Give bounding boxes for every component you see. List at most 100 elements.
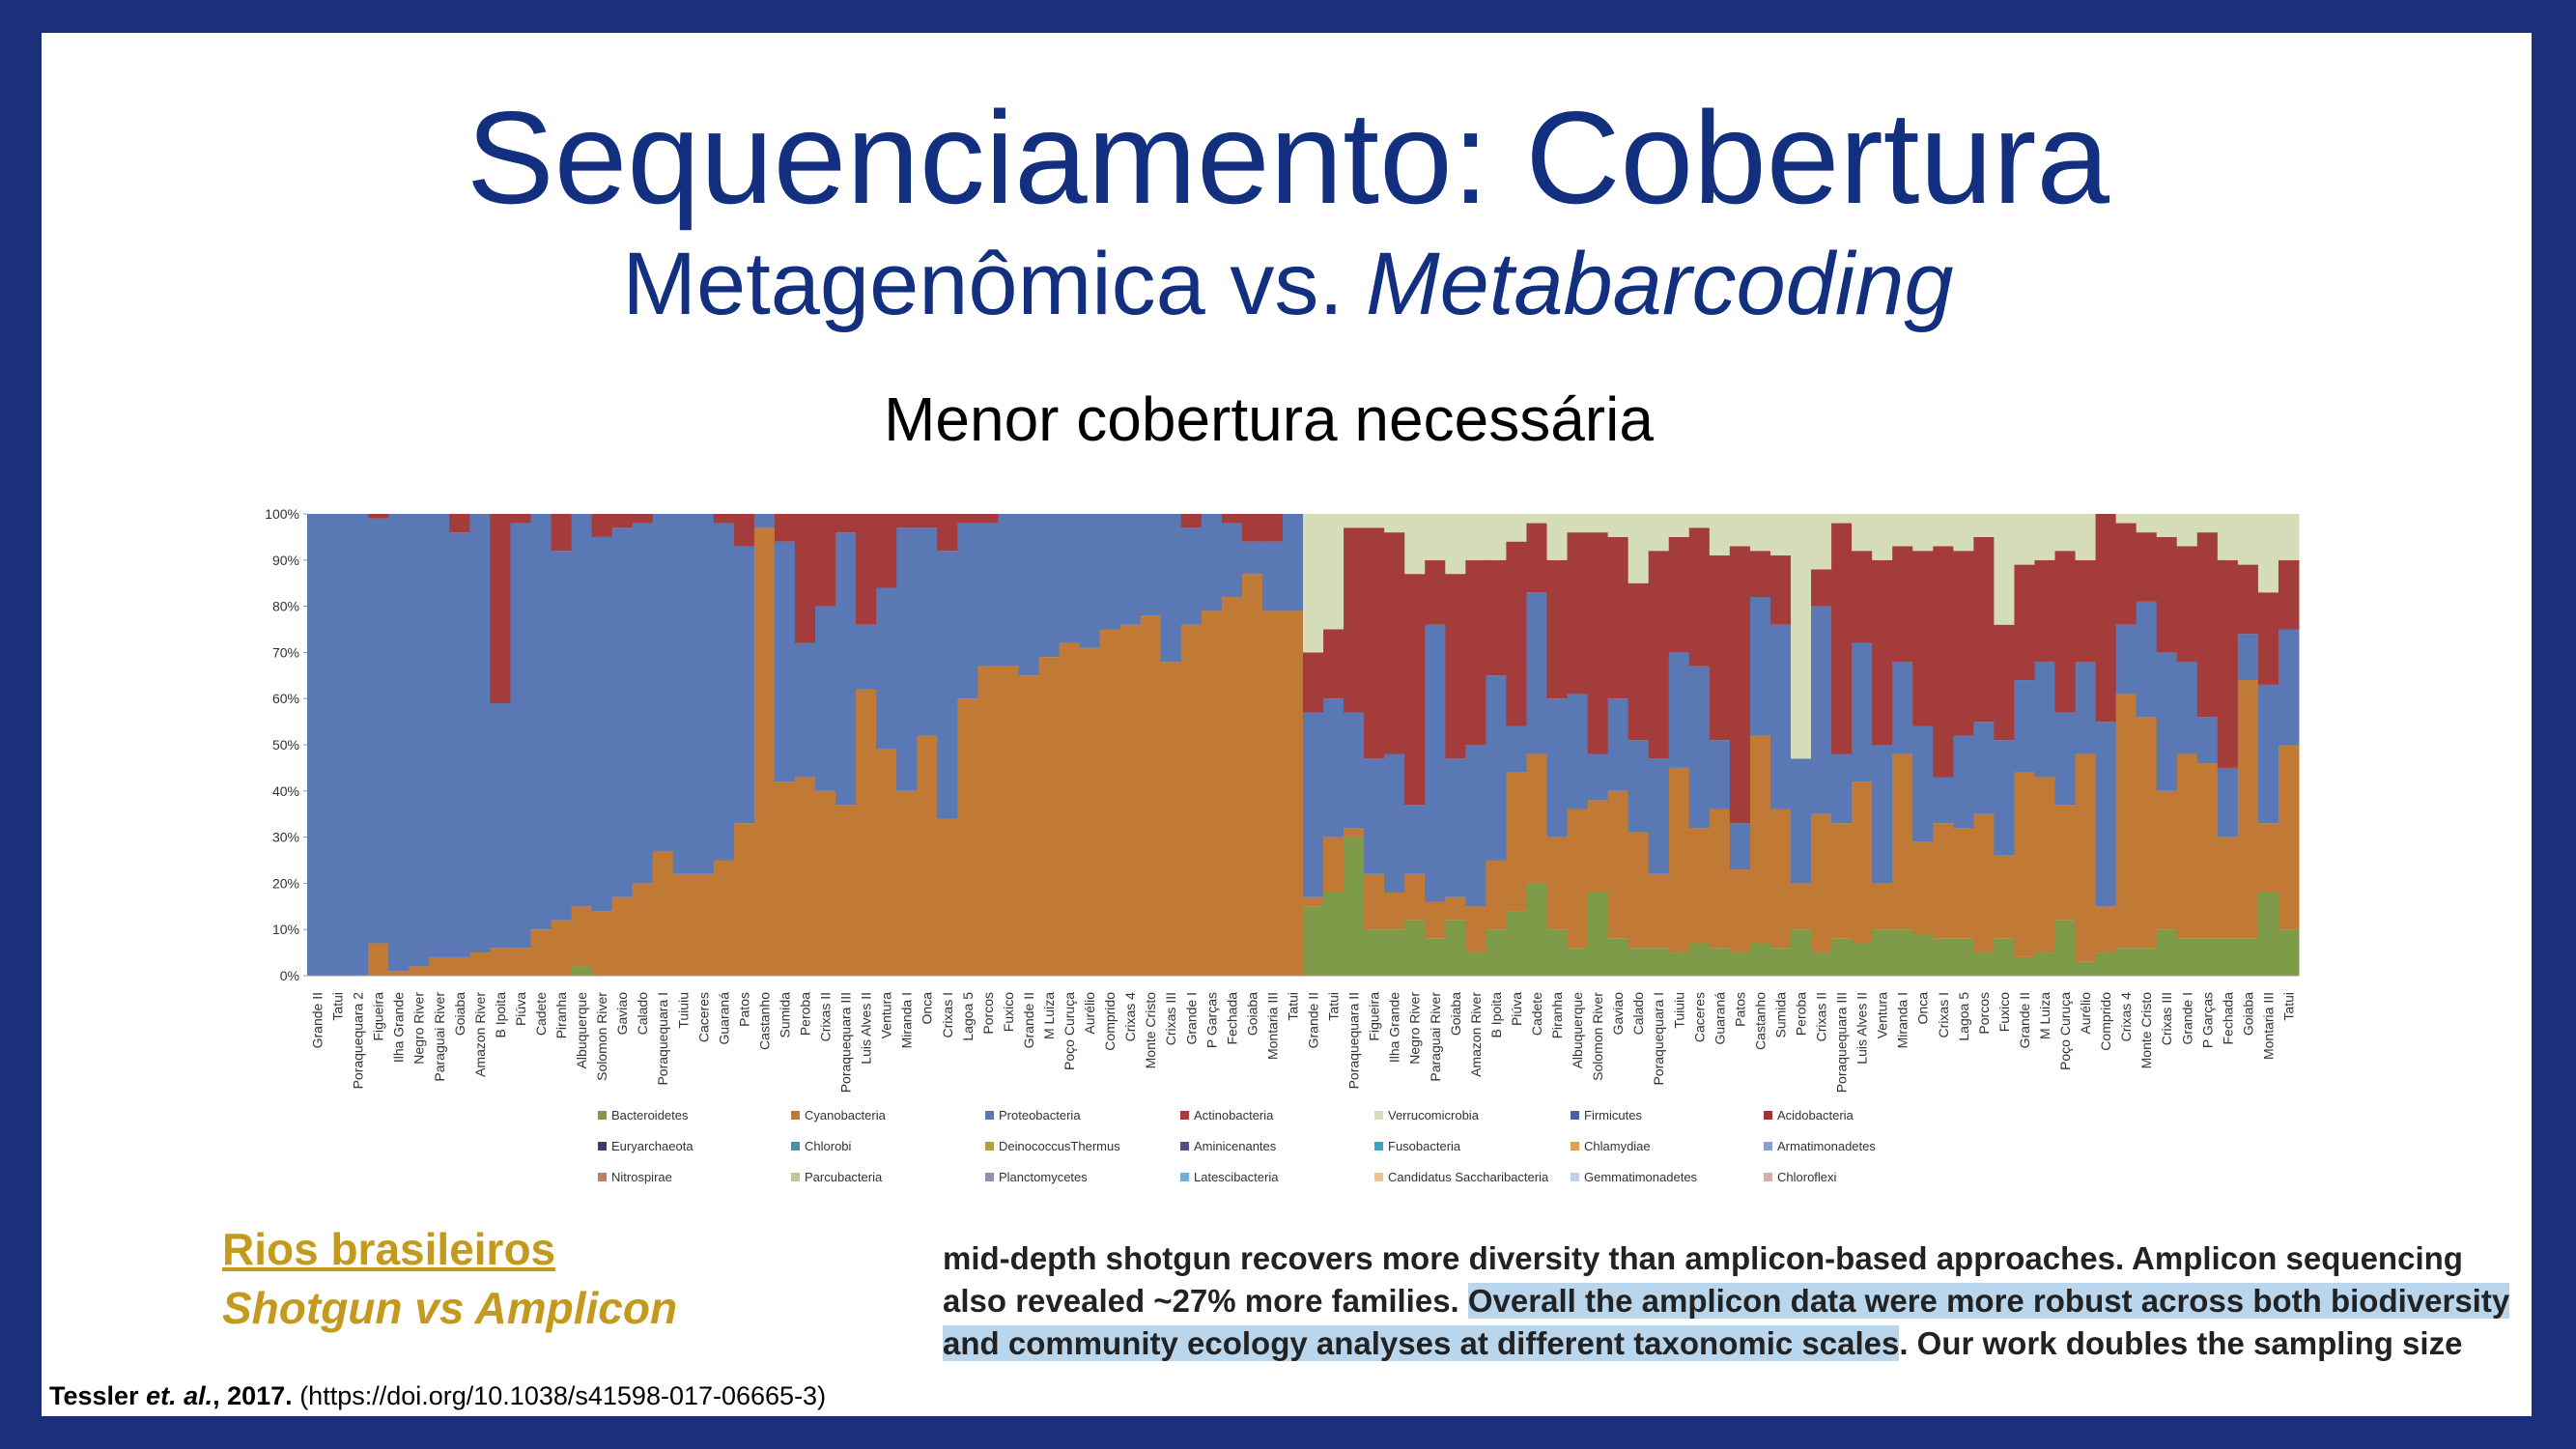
x-tick-label: Grande I — [2179, 992, 2194, 1044]
title: Sequenciamento: Cobertura — [466, 84, 2110, 231]
x-tick-label: Tuiuiu — [675, 992, 691, 1029]
bar-segment — [1607, 514, 1629, 537]
bar-segment — [1567, 694, 1589, 810]
source-link[interactable]: Rios brasileiros — [222, 1224, 556, 1274]
bar-segment — [2176, 546, 2198, 662]
bar-segment — [2054, 551, 2077, 713]
bar-segment — [551, 514, 573, 552]
x-tick-label: Onca — [920, 992, 935, 1025]
bar-segment — [1323, 892, 1345, 976]
bar-segment — [937, 818, 958, 976]
bar-segment — [2075, 559, 2097, 662]
legend-swatch — [1180, 1111, 1189, 1120]
legend-swatch — [1764, 1111, 1772, 1120]
bar-segment — [1749, 514, 1771, 552]
bar-segment — [2217, 938, 2239, 976]
bar-segment — [2075, 661, 2097, 754]
bar-segment — [1323, 514, 1345, 630]
x-tick-label: Comprido — [2098, 992, 2113, 1051]
bar-segment — [1729, 869, 1751, 953]
bar-segment — [1099, 514, 1121, 630]
legend-swatch — [598, 1142, 607, 1151]
bar-segment — [1892, 514, 1913, 547]
x-tick-label: Piúva — [1509, 992, 1524, 1026]
bar-segment — [1506, 541, 1527, 726]
bar-segment — [977, 666, 999, 976]
bar-segment — [2054, 514, 2077, 552]
bar-segment — [2156, 929, 2178, 976]
bar-segment — [551, 551, 573, 921]
bar-segment — [1567, 514, 1589, 533]
bar-segment — [510, 948, 531, 976]
x-tick-label: Monte Cristo — [1143, 992, 1158, 1069]
bar-segment — [1059, 642, 1081, 976]
bar-segment — [753, 527, 776, 976]
bar-segment — [1933, 777, 1954, 824]
legend-label: Chlamydiae — [1584, 1139, 1651, 1153]
cite-doi: (https://doi.org/10.1038/s41598-017-0666… — [299, 1381, 827, 1410]
x-tick-label: Poraquequara I — [655, 992, 670, 1086]
y-tick-label: 10% — [272, 922, 299, 937]
bar-segment — [1506, 514, 1527, 542]
x-tick-label: Fechada — [1224, 992, 1239, 1045]
bar-segment — [2217, 559, 2239, 768]
bar-segment — [2257, 514, 2279, 593]
bar-segment — [449, 514, 470, 533]
x-tick-label: Crixas 4 — [1122, 992, 1138, 1042]
excerpt-text: also revealed ~27% more families. — [943, 1283, 1468, 1319]
y-tick-label: 30% — [272, 830, 299, 845]
bar-segment — [2034, 952, 2056, 976]
bar-segment — [1709, 555, 1731, 741]
legend-swatch — [791, 1111, 800, 1120]
x-tick-label: Albuquerque — [574, 992, 589, 1069]
bar-segment — [469, 514, 491, 953]
bar-segment — [632, 514, 654, 524]
bar-segment — [1852, 551, 1873, 643]
legend-label: Latescibacteria — [1194, 1170, 1279, 1184]
bar-segment — [1486, 860, 1507, 930]
x-tick-label: B Ipoita — [1488, 992, 1504, 1038]
bar-segment — [2034, 514, 2056, 560]
x-tick-label: Crixas III — [2159, 992, 2174, 1045]
bar-segment — [957, 514, 978, 524]
x-tick-label: Amazon River — [1468, 992, 1484, 1077]
bar-segment — [2095, 722, 2117, 907]
bar-segment — [2054, 805, 2077, 921]
bar-segment — [1628, 948, 1650, 976]
bar-segment — [1221, 523, 1243, 598]
legend-label: Actinobacteria — [1194, 1108, 1274, 1122]
bar-segment — [2115, 514, 2137, 524]
bar-segment — [1607, 790, 1629, 939]
x-tick-label: Crixas I — [1936, 992, 1951, 1037]
bar-segment — [1912, 933, 1934, 976]
bar-segment — [1994, 624, 2015, 741]
bar-segment — [2136, 601, 2158, 718]
bar-segment — [2196, 514, 2219, 533]
bar-segment — [1994, 938, 2015, 976]
x-tick-label: Aurélio — [1082, 992, 1097, 1035]
bar-segment — [794, 642, 816, 778]
bar-segment — [1811, 569, 1832, 607]
x-tick-label: Ilha Grande — [1387, 992, 1402, 1063]
bar-segment — [1892, 546, 1913, 662]
bar-segment — [1831, 514, 1853, 524]
bar-segment — [1648, 948, 1670, 976]
bar-segment — [1079, 514, 1101, 648]
bar-segment — [2176, 753, 2198, 939]
bar-segment — [1425, 624, 1446, 902]
bar-segment — [1872, 929, 1893, 976]
bar-segment — [1953, 938, 1974, 976]
bar-segment — [998, 666, 1019, 976]
bar-segment — [1445, 896, 1466, 921]
legend-swatch — [1374, 1111, 1383, 1120]
x-tick-label: Sumida — [1772, 992, 1788, 1038]
bar-segment — [2115, 948, 2137, 976]
bar-segment — [1749, 735, 1771, 944]
bar-segment — [1709, 514, 1731, 556]
excerpt-text: Overall the amplicon data were more robu… — [1467, 1283, 2510, 1319]
subtitle-text: Metagenômica vs. — [622, 235, 1344, 333]
bar-segment — [1709, 740, 1731, 810]
bar-segment — [815, 606, 836, 791]
bar-segment — [2237, 938, 2259, 976]
bar-segment — [1180, 527, 1203, 625]
